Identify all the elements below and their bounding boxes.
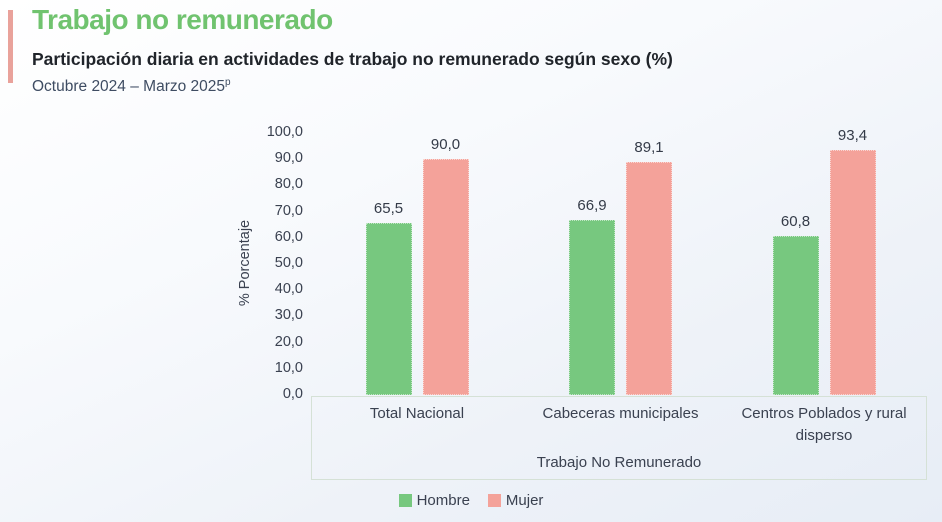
chart-legend: Hombre Mujer	[0, 492, 942, 509]
bar-value-label: 89,1	[634, 138, 664, 156]
bar-value-label: 93,4	[837, 127, 868, 145]
y-tick-label: 100,0	[266, 124, 303, 140]
category-label-1: Cabeceras municipales	[542, 405, 699, 422]
y-tick-label: 60,0	[274, 228, 303, 245]
header-accent-bar	[8, 10, 13, 83]
y-tick-label: 20,0	[274, 333, 303, 350]
bar-value-label: 66,9	[577, 196, 607, 214]
legend-item-hombre: Hombre	[398, 492, 470, 509]
bar-hombre-2	[772, 235, 819, 395]
bar-hombre-0	[365, 223, 412, 395]
bar-mujer-0	[422, 159, 469, 395]
category-axis-box	[311, 396, 927, 480]
y-tick-label: 10,0	[274, 359, 303, 376]
legend-swatch-mujer	[487, 494, 501, 507]
y-tick-label: 80,0	[274, 176, 303, 193]
bar-hombre-1	[569, 219, 615, 395]
period-superscript: p	[225, 77, 231, 88]
legend-swatch-hombre	[398, 494, 412, 507]
bar-mujer-1	[626, 161, 672, 395]
period-text: Octubre 2024 – Marzo 2025	[32, 78, 226, 96]
y-tick-label: 30,0	[274, 307, 303, 324]
y-tick-label: 90,0	[274, 150, 303, 167]
chart-subtitle: Participación diaria en actividades de t…	[32, 49, 673, 69]
y-tick-label: 50,0	[274, 255, 303, 271]
bar-value-label: 90,0	[430, 136, 461, 154]
bar-mujer-2	[829, 150, 876, 395]
y-tick-label: 40,0	[274, 281, 303, 298]
period-label: Octubre 2024 – Marzo 2025p	[32, 77, 231, 96]
bar-value-label: 65,5	[373, 200, 404, 218]
legend-label: Mujer	[505, 492, 544, 509]
page-title: Trabajo no remunerado	[32, 4, 333, 35]
bar-value-label: 60,8	[780, 212, 811, 230]
y-tick-label: 70,0	[274, 202, 303, 219]
y-tick-label: 0,0	[282, 386, 303, 402]
category-label-0: Total Nacional	[369, 405, 465, 422]
legend-item-mujer: Mujer	[487, 492, 544, 509]
category-label-2: Centros Poblados y rural disperso	[741, 405, 907, 444]
legend-label: Hombre	[416, 492, 470, 509]
x-axis-title: Trabajo No Remunerado	[536, 454, 702, 471]
